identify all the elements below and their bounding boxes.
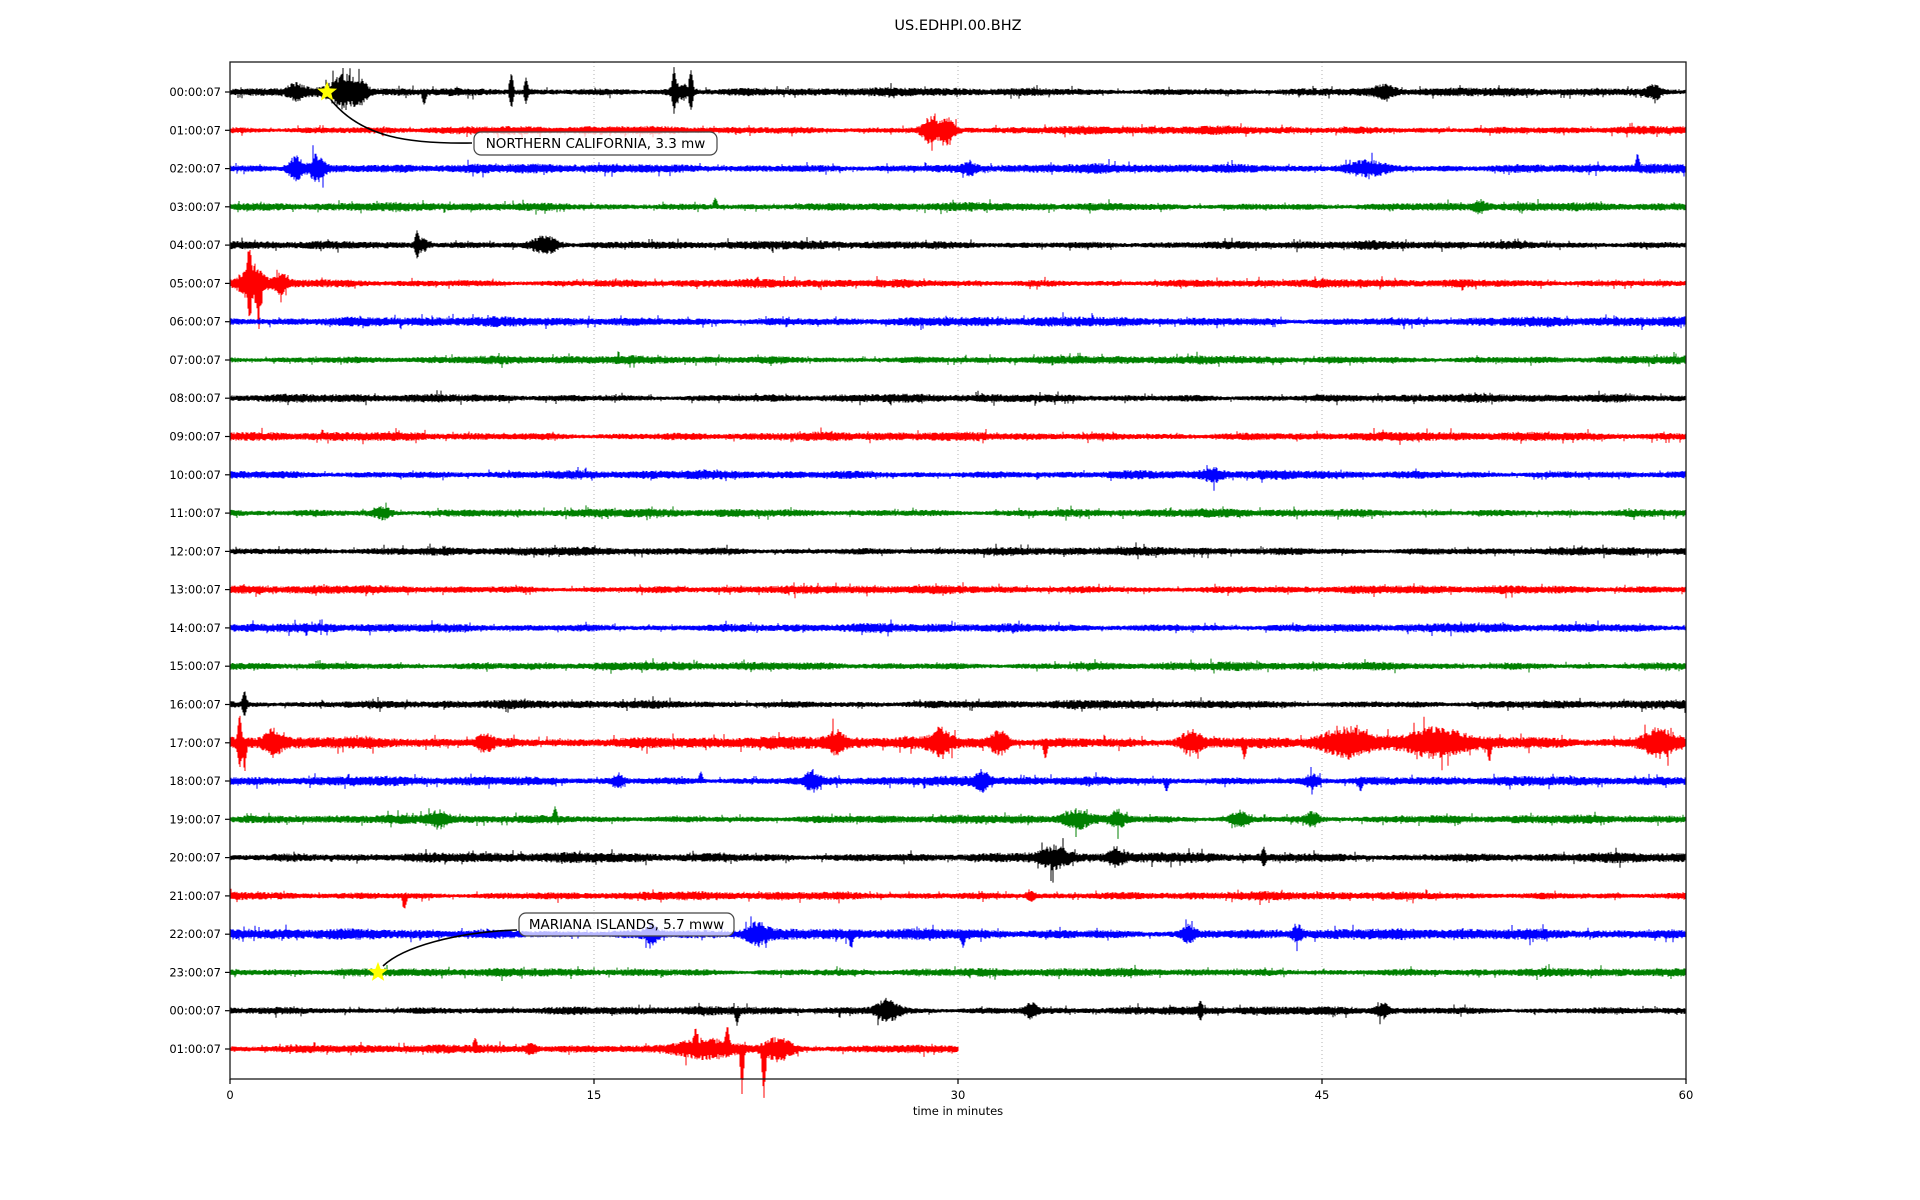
row-time-label: 14:00:07 [169,621,221,635]
event-star-icon [317,81,338,101]
row-time-label: 11:00:07 [169,506,221,520]
plot-title: US.EDHPI.00.BHZ [894,18,1022,34]
trace-row-7 [229,351,1687,368]
event-star-icon [368,961,388,981]
trace-row-21 [229,888,1687,909]
trace-row-15 [229,658,1687,674]
trace-row-3 [229,197,1687,215]
row-time-label: 06:00:07 [169,315,221,329]
row-time-label: 17:00:07 [169,736,221,750]
x-tick-label: 60 [1679,1088,1694,1102]
row-time-label: 22:00:07 [169,927,221,941]
row-time-label: 18:00:07 [169,774,221,788]
event-annotation-box [473,131,718,156]
row-time-label: 01:00:07 [169,123,221,137]
row-time-label: 10:00:07 [169,468,221,482]
row-time-label: 08:00:07 [169,391,221,405]
trace-row-11 [229,502,1687,521]
row-time-label: 19:00:07 [169,812,221,826]
row-time-label: 16:00:07 [169,698,221,712]
leader-line [382,929,518,967]
x-axis-label: time in minutes [912,1104,1004,1118]
trace-row-13 [229,582,1687,599]
x-tick-label: 0 [226,1088,233,1102]
row-time-label: 03:00:07 [169,200,221,214]
event-annotation-box [518,912,735,937]
row-time-label: 13:00:07 [169,583,221,597]
row-time-label: 00:00:07 [169,85,221,99]
x-tick-label: 30 [951,1088,966,1102]
row-time-label: 04:00:07 [169,238,221,252]
row-time-label: 00:00:07 [169,1004,221,1018]
row-time-label: 20:00:07 [169,851,221,865]
event-annotation-label: MARIANA ISLANDS, 5.7 mww [529,917,724,933]
row-time-label: 07:00:07 [169,353,221,367]
row-time-label: 15:00:07 [169,659,221,673]
row-time-label: 21:00:07 [169,889,221,903]
x-tick-label: 45 [1315,1088,1330,1102]
trace-row-14 [229,619,1687,637]
trace-row-20 [229,838,1687,883]
row-time-label: 12:00:07 [169,544,221,558]
row-time-label: 01:00:07 [169,1042,221,1056]
leader-line [330,99,473,144]
row-time-label: 23:00:07 [169,965,221,979]
row-time-label: 05:00:07 [169,276,221,290]
trace-row-1 [229,113,1687,151]
trace-row-8 [229,390,1687,406]
event-annotation-label: NORTHERN CALIFORNIA, 3.3 mw [486,136,706,152]
trace-row-16 [229,691,1687,716]
trace-row-22 [229,916,1687,952]
trace-row-2 [229,145,1687,188]
x-tick-label: 15 [587,1088,602,1102]
trace-row-12 [229,542,1687,560]
row-time-label: 09:00:07 [169,430,221,444]
row-time-label: 02:00:07 [169,162,221,176]
trace-row-5 [229,250,1687,329]
